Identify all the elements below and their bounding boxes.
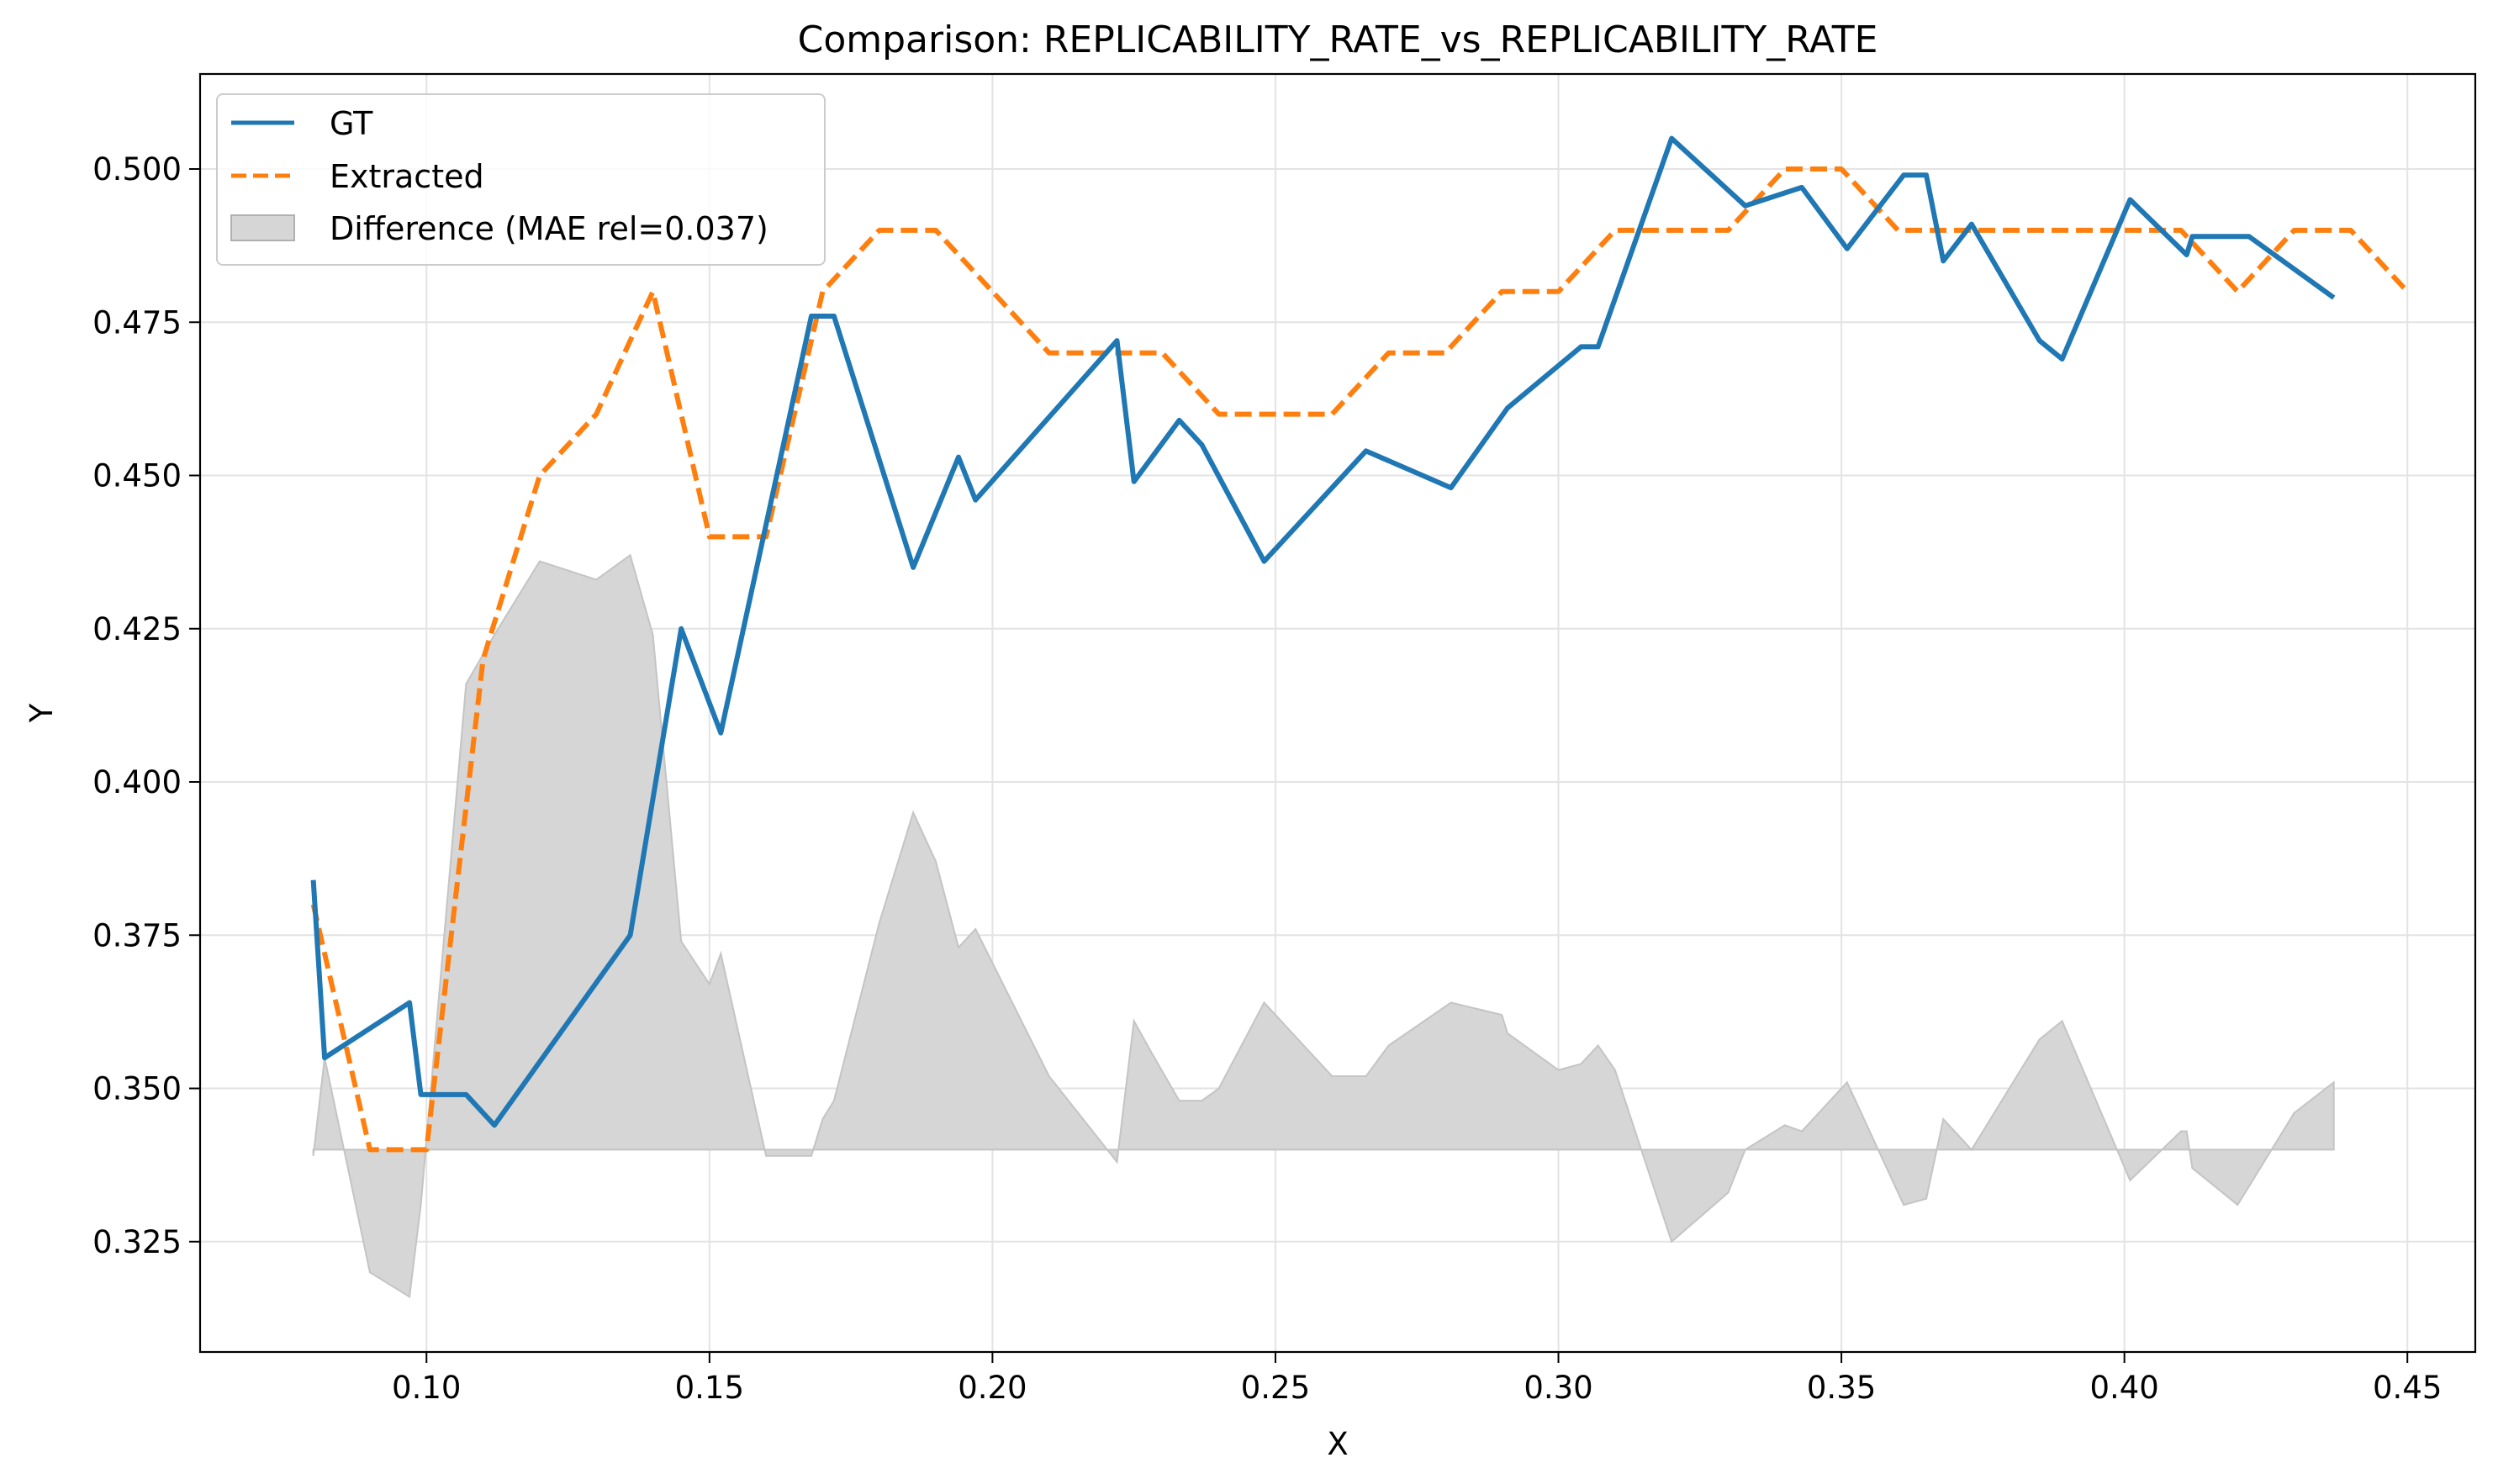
x-tick-label: 0.40 (2089, 1370, 2158, 1406)
x-tick-label: 0.35 (1807, 1370, 1876, 1406)
y-axis-ticks: 0.325 0.350 0.375 0.400 0.425 0.450 0.475 0.500 (92, 151, 200, 1260)
x-tick-label: 0.30 (1524, 1370, 1592, 1406)
x-tick-label: 0.20 (958, 1370, 1027, 1406)
series-lines-layer (310, 135, 2410, 1153)
legend-swatch-difference (230, 214, 295, 241)
y-tick-label: 0.325 (92, 1224, 182, 1260)
difference-area (312, 553, 2335, 1299)
x-tick-label: 0.45 (2373, 1370, 2442, 1406)
x-tick-label: 0.25 (1241, 1370, 1310, 1406)
x-axis-label: X (1327, 1426, 1348, 1462)
x-axis-ticks: 0.10 0.15 0.20 0.25 0.30 0.35 0.40 0.45 (392, 1352, 2442, 1406)
y-tick-label: 0.500 (92, 151, 182, 187)
x-tick-label: 0.10 (392, 1370, 461, 1406)
chart-title: Comparison: REPLICABILITY_RATE_vs_REPLIC… (798, 18, 1878, 61)
y-tick-label: 0.475 (92, 304, 182, 341)
difference-area-layer (312, 553, 2335, 1299)
y-axis-label: Y (24, 703, 60, 723)
legend-label-extracted: Extracted (330, 158, 484, 195)
plot-frame (198, 72, 2477, 1354)
legend-box (216, 93, 826, 266)
y-tick-label: 0.375 (92, 917, 182, 953)
extracted-line (310, 166, 2410, 1153)
gt-line (310, 135, 2336, 1128)
y-tick-label: 0.425 (92, 611, 182, 647)
legend: GT Extracted Difference (MAE rel=0.037) (216, 93, 826, 266)
x-tick-label: 0.15 (675, 1370, 744, 1406)
y-tick-label: 0.450 (92, 458, 182, 494)
y-tick-label: 0.400 (92, 764, 182, 800)
legend-label-difference: Difference (MAE rel=0.037) (330, 210, 768, 247)
y-tick-label: 0.350 (92, 1071, 182, 1107)
legend-label-gt: GT (330, 105, 373, 142)
